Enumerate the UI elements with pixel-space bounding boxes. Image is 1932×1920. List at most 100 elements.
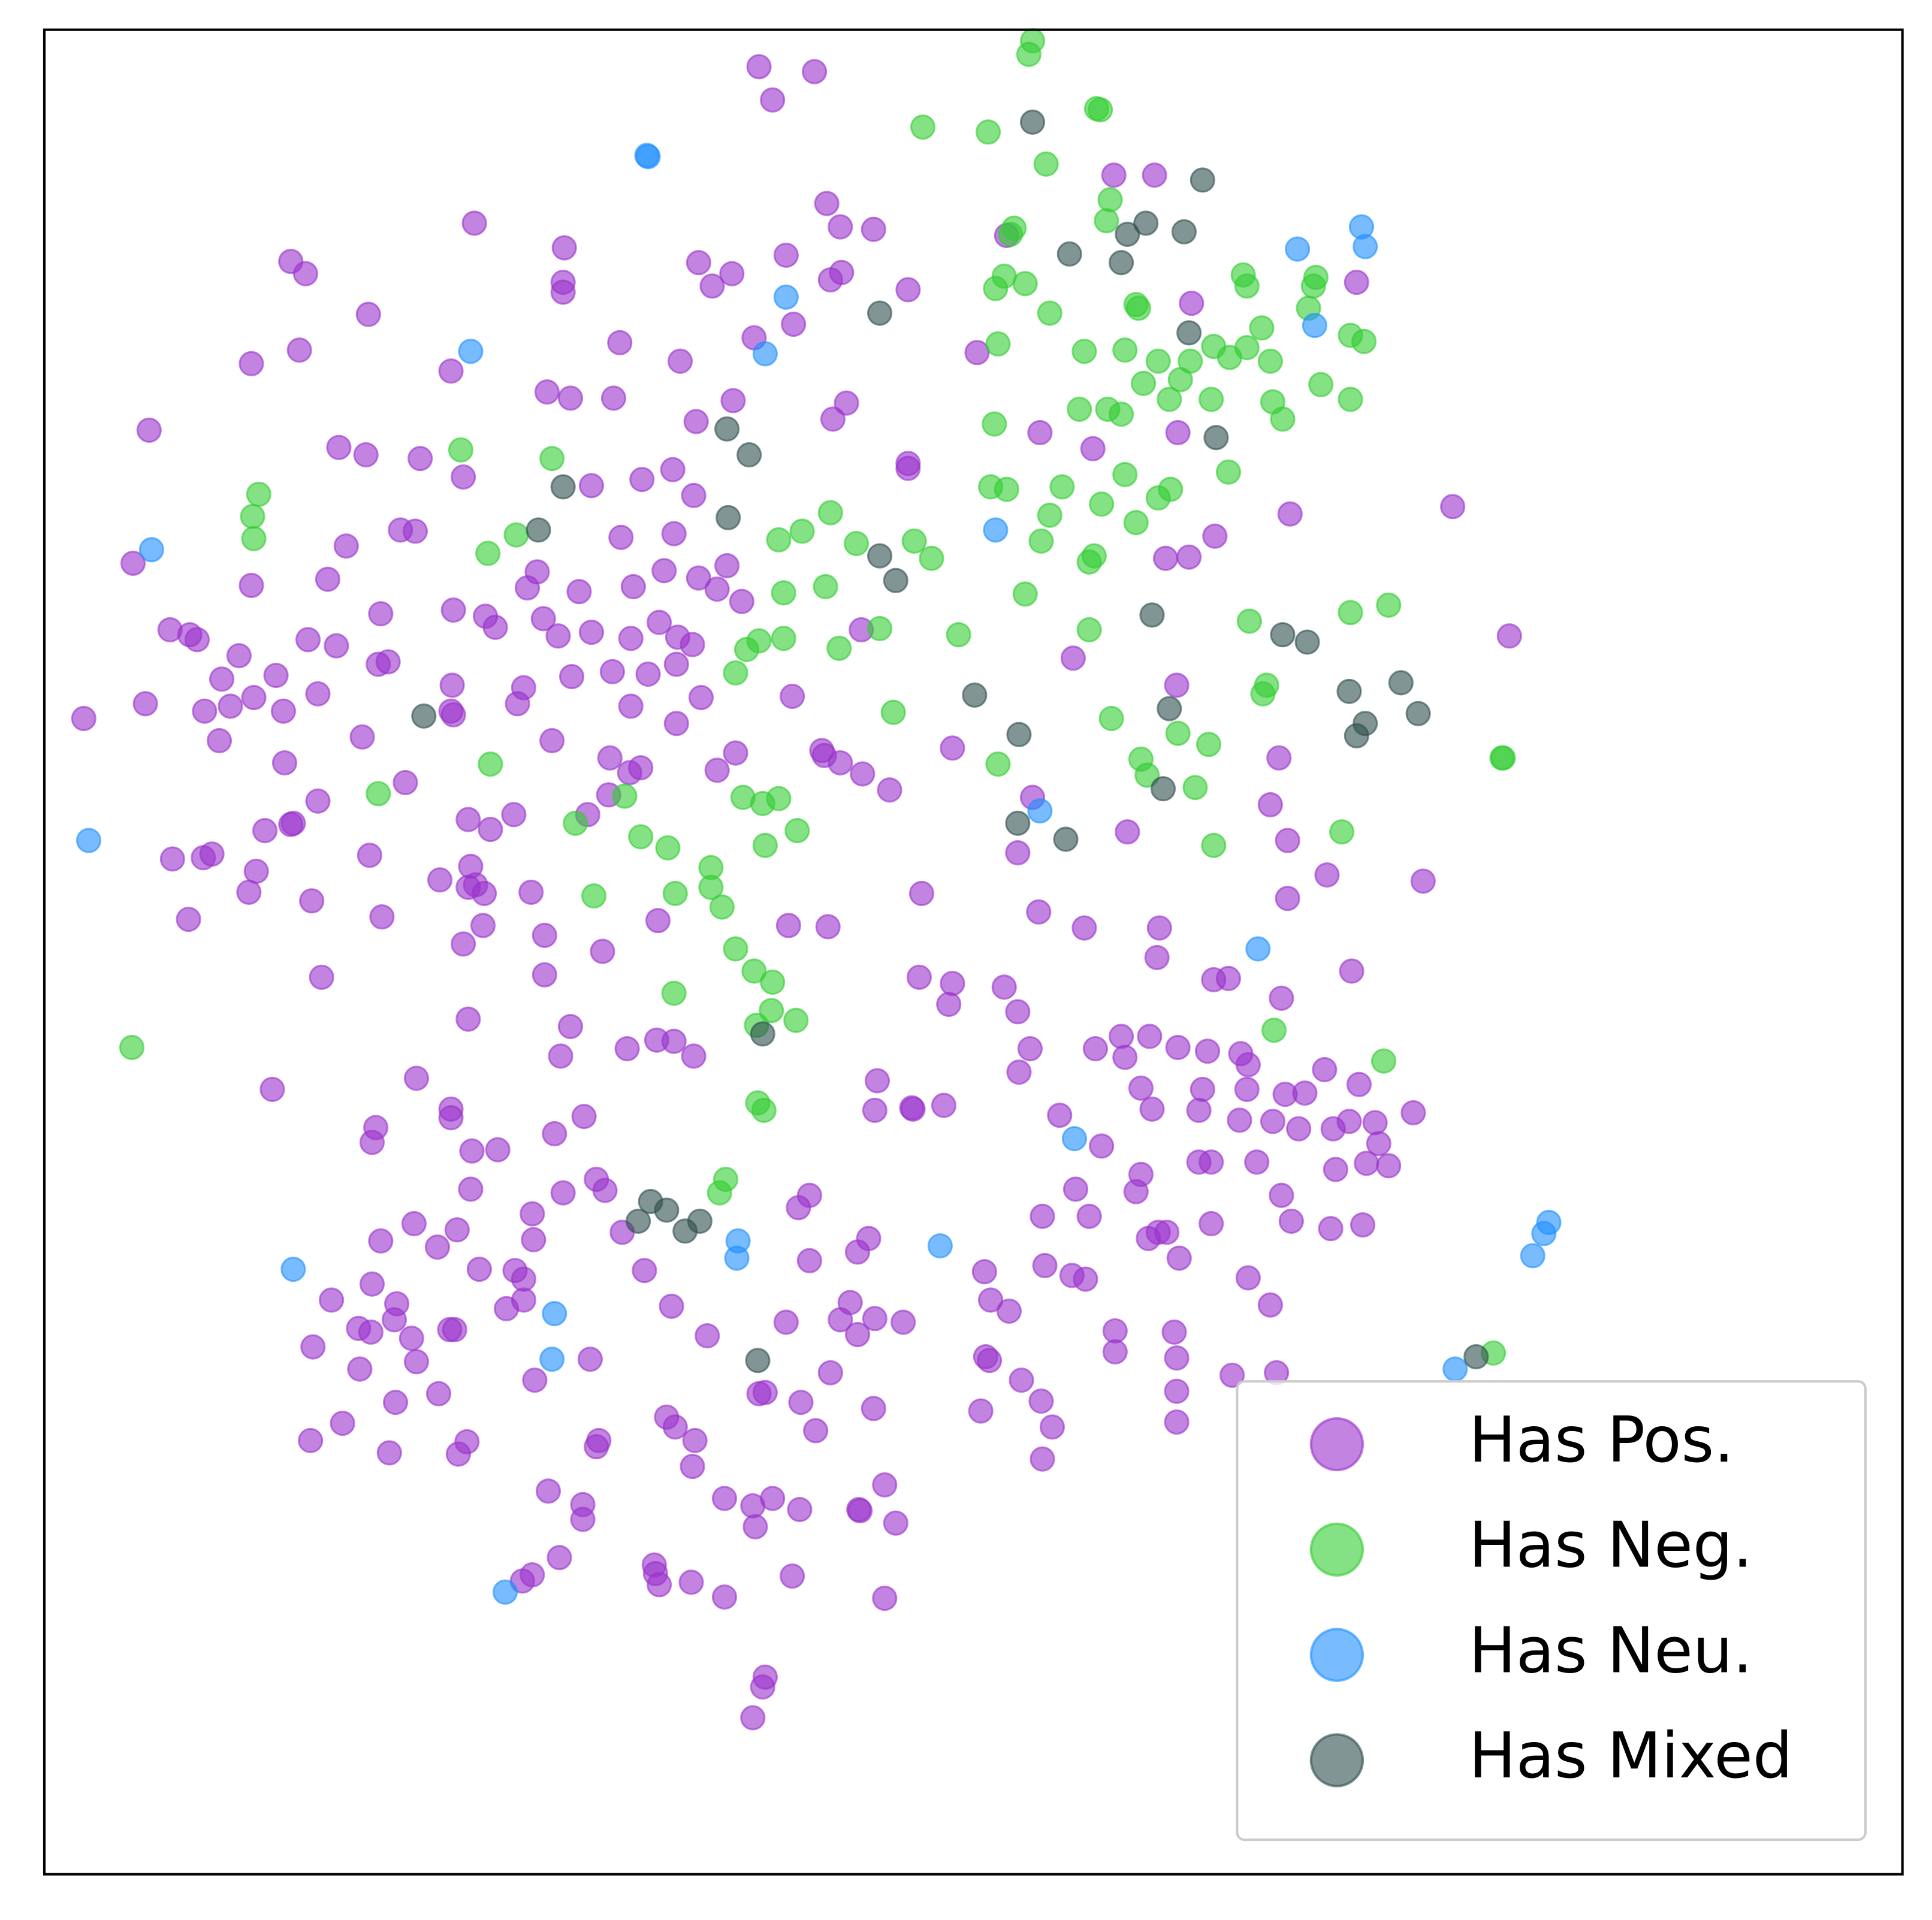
scatter-point [736,442,762,468]
scatter-point [784,818,810,844]
scatter-point [820,406,846,432]
scatter-point [877,777,902,803]
scatter-point [132,691,158,717]
scatter-point [695,1323,720,1349]
scatter-point [459,1138,485,1164]
scatter-point [1164,672,1190,698]
scatter-point [983,517,1009,543]
scatter-point [1133,210,1159,236]
scatter-point [714,416,740,442]
scatter-point [1037,502,1062,528]
scatter-point [661,980,687,1006]
scatter-point [1346,1071,1372,1097]
legend-box [1236,1380,1867,1841]
scatter-point [522,1367,548,1393]
scatter-point [646,609,672,635]
scatter-point [742,1514,768,1539]
scatter-point [976,1348,1003,1373]
scatter-point [1150,776,1176,802]
scatter-point [226,643,252,669]
scatter-point [655,835,681,861]
scatter-point [1199,387,1224,412]
scatter-point [1536,1209,1562,1236]
scatter-point [381,1307,407,1333]
scatter-point [1076,1203,1102,1229]
scatter-point [440,597,466,623]
scatter-point [530,606,556,632]
scatter-point [1145,348,1171,374]
scatter-point [1006,1059,1032,1085]
scatter-point [1027,419,1053,446]
scatter-point [716,505,741,530]
scatter-point [1082,1036,1108,1062]
scatter-point [1400,1100,1426,1126]
scatter-point [1073,1266,1098,1292]
scatter-point [368,1228,394,1254]
scatter-point [828,1307,853,1333]
scatter-point [711,1584,738,1610]
scatter-point [629,467,655,493]
scatter-point [1257,348,1283,374]
scatter-point [1056,241,1082,267]
scatter-point [1277,501,1303,527]
scatter-point [1179,291,1205,316]
scatter-point [347,1356,373,1382]
scatter-point [1076,549,1102,575]
scatter-point [119,1034,145,1061]
scatter-point [1165,419,1191,446]
scatter-point [1463,1344,1489,1370]
scatter-point [542,1301,567,1327]
scatter-point [1144,944,1170,970]
scatter-point [861,1396,886,1421]
scatter-point [1153,545,1179,571]
scatter-point [424,1234,450,1260]
scatter-point [632,1258,657,1284]
scatter-point [355,301,381,327]
scatter-point [1094,208,1119,234]
scatter-point [438,1105,464,1131]
scatter-point [1338,387,1363,412]
scatter-point [518,879,544,905]
scatter-point [741,958,767,984]
scatter-point [1257,792,1283,818]
scatter-point [872,1585,898,1611]
scatter-point [451,464,476,490]
scatter-point [184,627,210,653]
scatter-point [218,693,243,719]
scatter-point [625,1208,651,1234]
scatter-point [1302,313,1327,339]
scatter-point [663,651,689,677]
scatter-point [962,682,988,708]
scatter-point [270,698,296,724]
scatter-point [1257,1292,1283,1318]
scatter-point [1102,1339,1128,1364]
scatter-point [76,828,102,853]
scatter-point [1134,762,1160,788]
scatter-point [584,1434,609,1460]
legend-marker [1309,1733,1365,1788]
scatter-point [682,1427,708,1453]
plot-frame [43,28,1904,1876]
scatter-point [176,907,201,932]
scatter-point [1520,1243,1545,1269]
scatter-point [867,300,893,326]
scatter-point [681,1043,707,1069]
scatter-point [751,1097,777,1123]
scatter-point [1061,1126,1088,1152]
scatter-point [861,216,886,242]
scatter-point [608,524,634,550]
scatter-point [1037,300,1062,326]
scatter-point [781,311,807,337]
scatter-point [740,1493,766,1519]
scatter-point [1019,109,1046,135]
scatter-point [1235,1265,1261,1291]
scatter-point [1275,828,1300,853]
scatter-point [971,1259,997,1285]
scatter-point [1354,1151,1379,1176]
scatter-point [635,661,661,687]
scatter-point [1005,840,1031,866]
scatter-point [159,846,185,872]
scatter-point [439,672,465,698]
scatter-point [1339,958,1365,984]
